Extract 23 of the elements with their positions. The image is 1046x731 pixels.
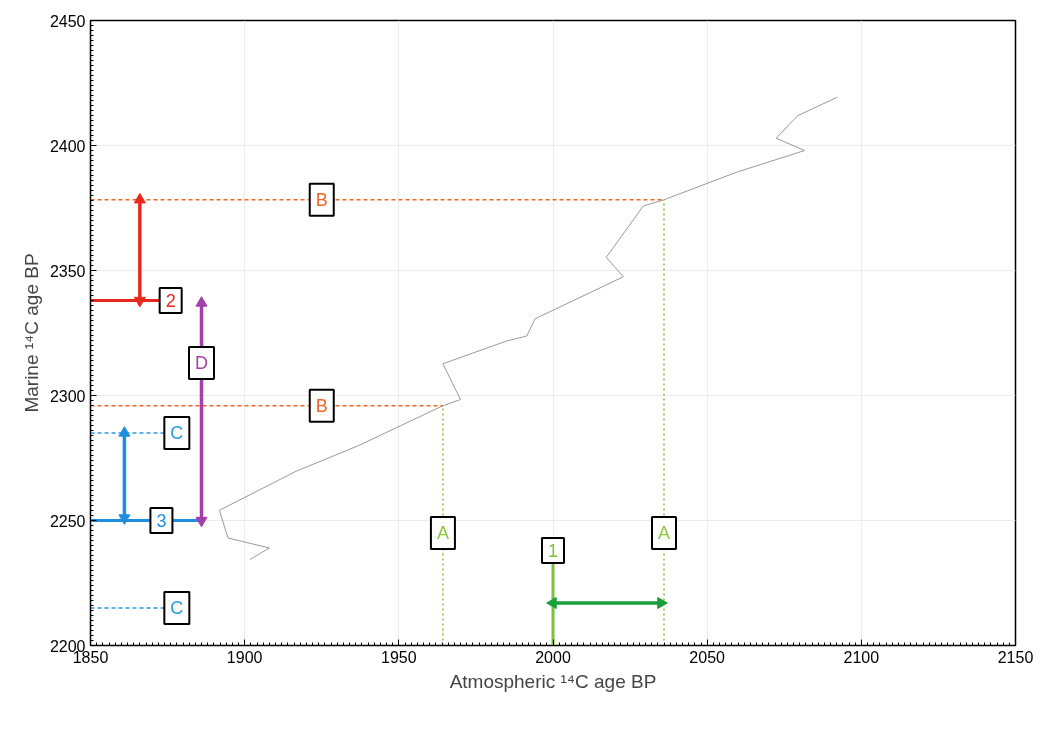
- annotation: B: [315, 189, 328, 210]
- y-tick-label: 2250: [49, 512, 86, 530]
- annotation: 2: [165, 291, 176, 311]
- annotation: D: [195, 353, 208, 373]
- annotation: A: [436, 523, 449, 543]
- annotation: B: [315, 395, 328, 416]
- x-tick-label: 2150: [997, 648, 1034, 666]
- annotation: C: [170, 423, 184, 443]
- x-tick-label: 1950: [381, 648, 417, 666]
- x-tick-label: 2050: [689, 648, 726, 666]
- y-tick-label: 2350: [49, 262, 86, 280]
- annotation: C: [170, 598, 184, 618]
- y-tick-label: 2300: [49, 387, 86, 405]
- y-axis-title: Marine ¹⁴C age BP: [20, 253, 42, 413]
- x-axis-title: Atmospheric ¹⁴C age BP: [449, 670, 657, 692]
- x-tick-label: 1900: [226, 648, 263, 666]
- y-tick-label: 2450: [49, 12, 86, 30]
- annotation: 3: [156, 511, 167, 531]
- y-tick-label: 2400: [49, 137, 86, 155]
- x-tick-label: 2100: [843, 648, 880, 666]
- annotation: A: [658, 523, 671, 543]
- x-tick-label: 2000: [535, 648, 571, 666]
- annotation: 1: [547, 541, 559, 561]
